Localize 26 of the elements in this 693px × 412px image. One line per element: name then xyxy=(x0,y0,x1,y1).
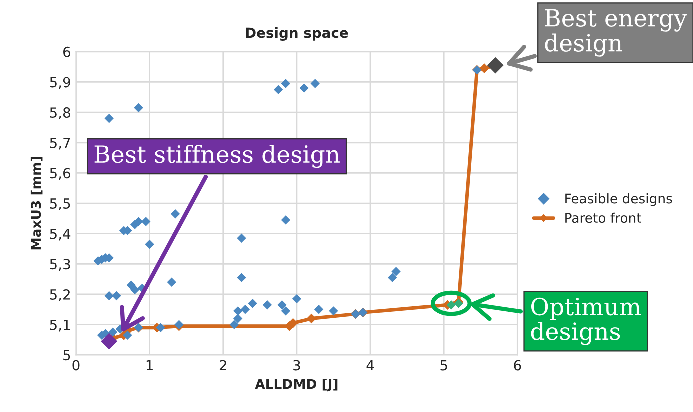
y-tick-label: 5,5 xyxy=(50,198,70,210)
x-tick-label: 6 xyxy=(514,360,522,371)
annotation: Best stiffness design xyxy=(94,144,340,168)
x-tick-label: 5 xyxy=(440,360,448,371)
x-axis-title: ALLDMD [J] xyxy=(255,379,338,392)
y-tick-label: 6 xyxy=(64,46,70,58)
x-tick-label: 0 xyxy=(72,360,80,371)
y-axis-title: MaxU3 [mm] xyxy=(30,157,43,250)
y-tick-label: 5,9 xyxy=(50,77,70,90)
legend-label: Feasible designs xyxy=(566,194,672,206)
annotation: Best energy design xyxy=(545,9,688,57)
y-tick-label: 5,8 xyxy=(50,108,70,120)
y-tick-label: 5,1 xyxy=(50,320,70,332)
annotation: Optimum designs xyxy=(531,298,641,346)
y-tick-label: 5,6 xyxy=(50,168,70,180)
chart-title: Design space xyxy=(246,27,348,42)
x-tick-label: 1 xyxy=(146,360,153,371)
y-tick-label: 5,2 xyxy=(50,289,70,302)
legend-label: Pareto front xyxy=(566,212,642,224)
y-tick-label: 5,4 xyxy=(50,229,71,241)
y-tick-label: 5,3 xyxy=(50,259,70,272)
x-tick-label: 4 xyxy=(366,360,374,371)
x-tick-label: 3 xyxy=(294,360,300,371)
y-tick-label: 5 xyxy=(64,350,70,361)
x-tick-label: 2 xyxy=(220,360,226,371)
y-tick-label: 5,7 xyxy=(50,138,70,150)
